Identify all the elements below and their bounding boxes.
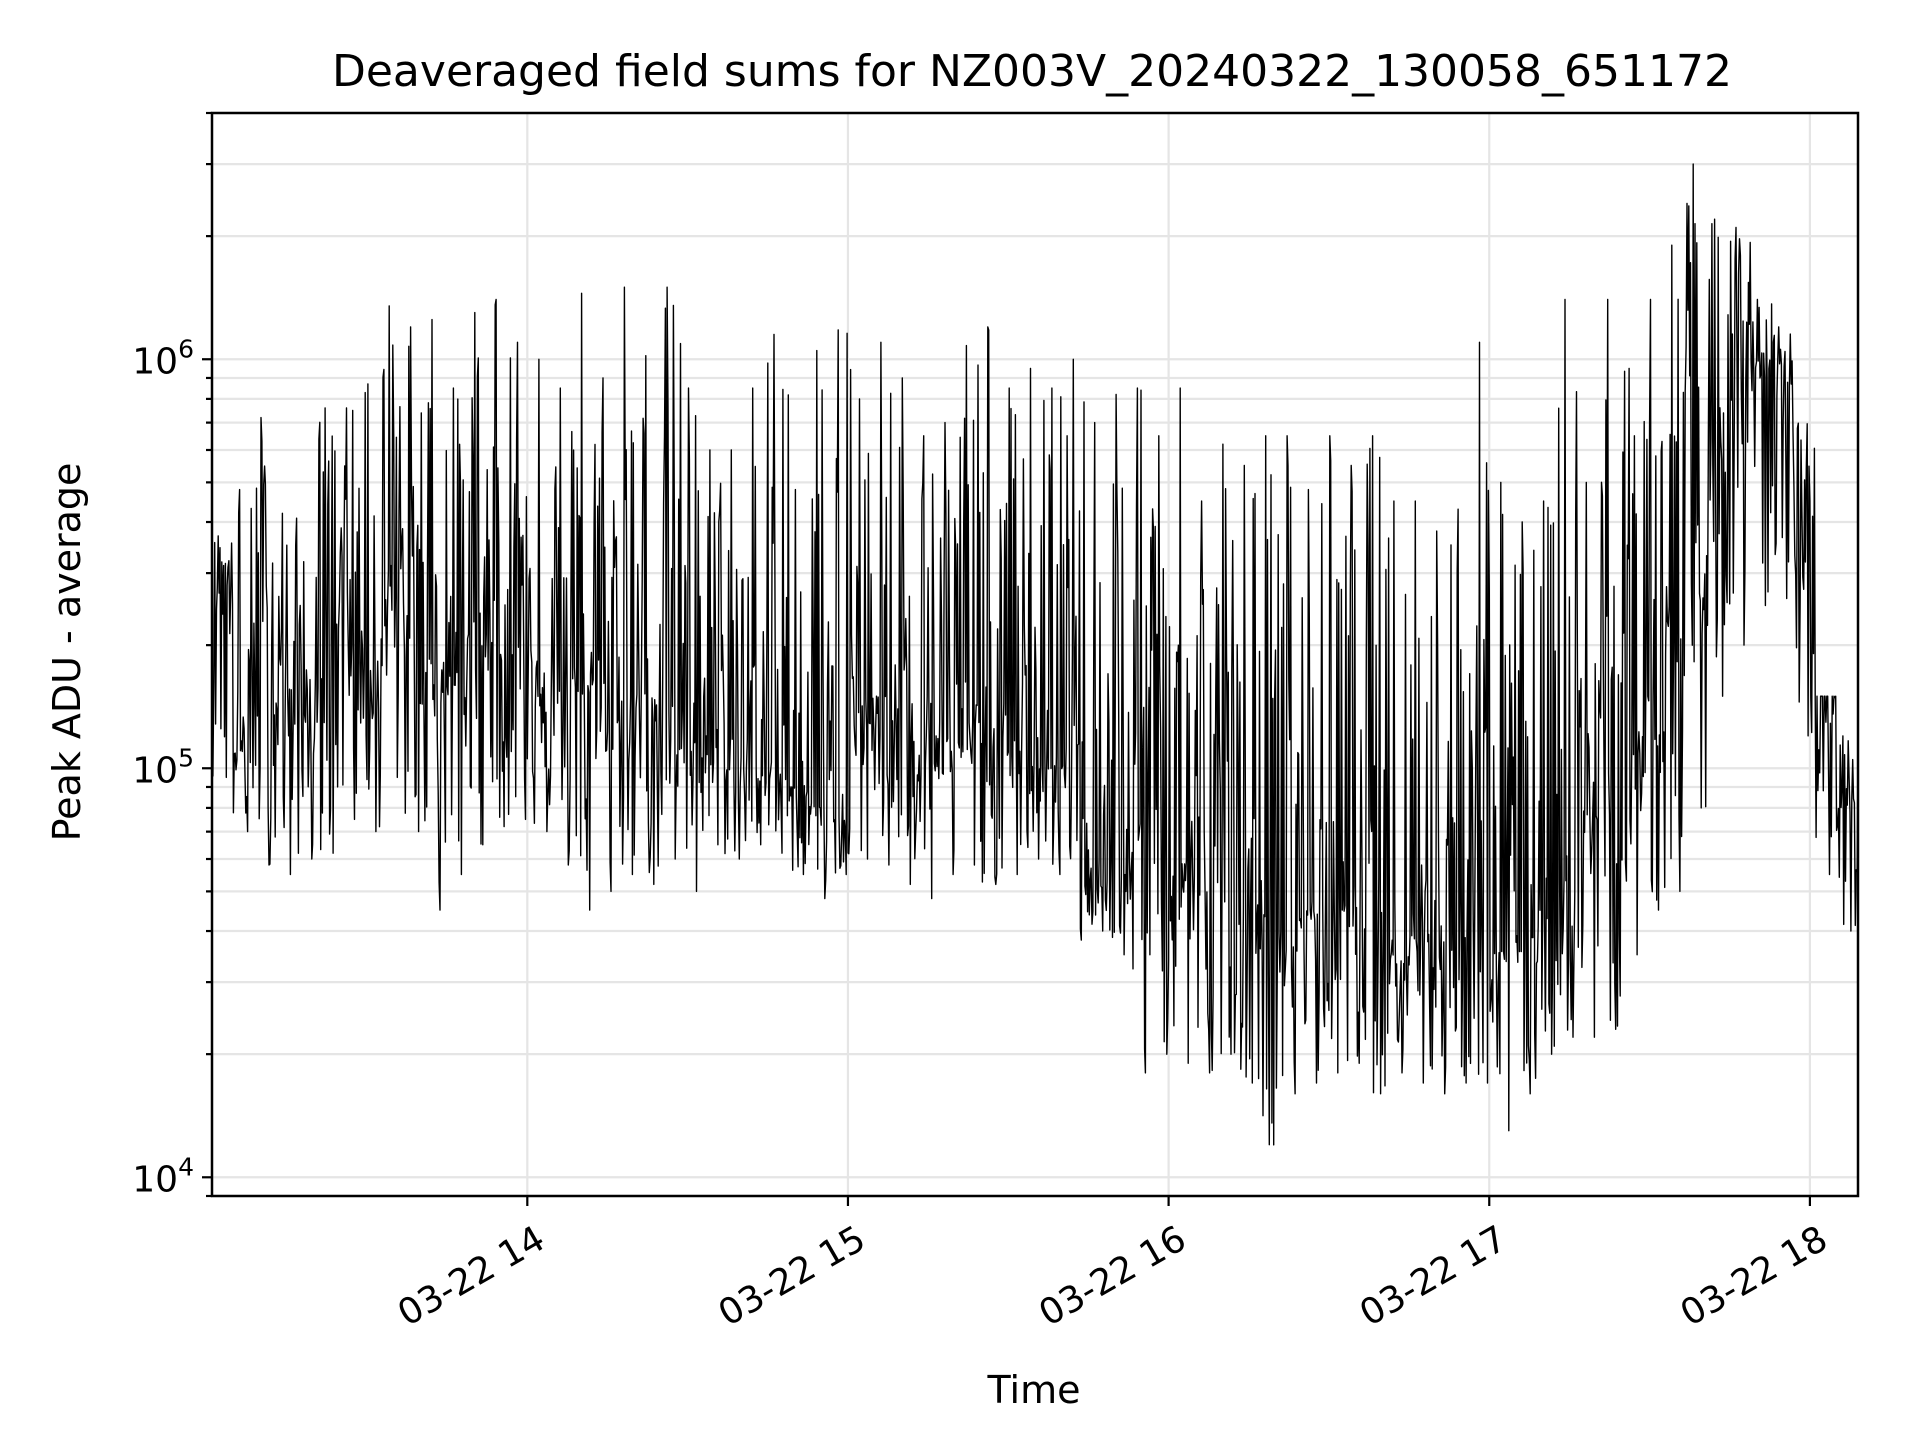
y-tick-label: 105 — [132, 743, 194, 791]
y-tick-label: 106 — [132, 334, 194, 382]
y-axis-label: Peak ADU - average — [45, 463, 89, 842]
chart-title: Deaveraged field sums for NZ003V_2024032… — [332, 46, 1732, 97]
x-tick-label: 03-22 16 — [1032, 1218, 1193, 1334]
y-tick-label: 104 — [132, 1152, 194, 1200]
series-line — [211, 163, 1859, 1146]
x-tick-label: 03-22 18 — [1674, 1218, 1835, 1334]
x-axis-label: Time — [987, 1368, 1081, 1412]
x-tick-label: 03-22 17 — [1353, 1218, 1514, 1334]
x-tick-label: 03-22 15 — [712, 1218, 873, 1334]
plot-frame — [210, 111, 1860, 1198]
x-tick-label: 03-22 14 — [391, 1218, 552, 1334]
